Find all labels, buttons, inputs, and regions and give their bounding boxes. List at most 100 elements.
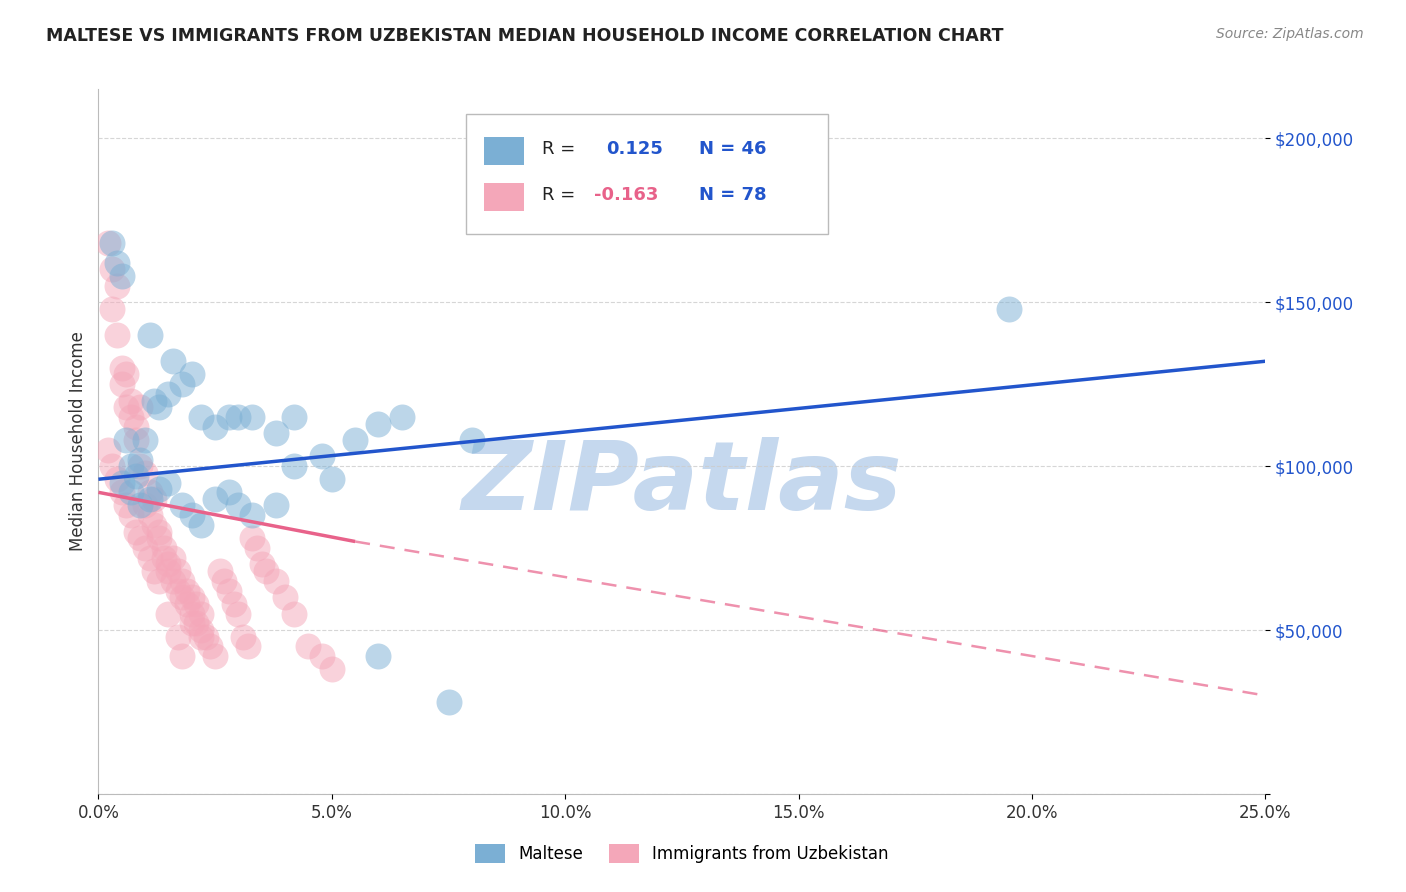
Point: [997, 301, 1019, 316]
Bar: [484, 136, 524, 165]
Point: [139, 491, 162, 506]
Point: [176, 583, 198, 598]
Point: [264, 574, 287, 588]
Point: [97, 236, 120, 251]
Point: [101, 301, 124, 316]
Point: [166, 564, 188, 578]
Point: [157, 387, 180, 401]
Point: [120, 508, 142, 523]
Point: [367, 649, 389, 664]
Point: [391, 409, 413, 424]
Point: [190, 630, 212, 644]
Point: [125, 524, 148, 539]
Point: [274, 591, 297, 605]
Text: Source: ZipAtlas.com: Source: ZipAtlas.com: [1216, 27, 1364, 41]
Point: [134, 466, 156, 480]
Point: [125, 469, 148, 483]
Point: [204, 491, 226, 506]
Point: [172, 377, 194, 392]
Point: [180, 508, 202, 523]
Point: [111, 268, 134, 283]
Point: [143, 518, 166, 533]
Point: [162, 574, 184, 588]
Point: [134, 499, 156, 513]
Point: [190, 409, 212, 424]
Point: [172, 649, 194, 664]
Point: [172, 591, 194, 605]
Point: [264, 426, 287, 441]
Point: [204, 649, 226, 664]
Point: [125, 433, 148, 447]
Point: [143, 491, 166, 506]
Point: [115, 499, 138, 513]
Point: [105, 472, 128, 486]
Text: 0.125: 0.125: [606, 140, 664, 158]
Point: [148, 531, 170, 545]
Point: [115, 433, 138, 447]
Point: [437, 695, 460, 709]
Text: -0.163: -0.163: [595, 186, 659, 204]
Point: [152, 541, 174, 555]
Point: [120, 485, 142, 500]
Point: [232, 630, 254, 644]
Point: [129, 531, 152, 545]
Point: [152, 550, 174, 565]
Point: [283, 409, 305, 424]
Point: [194, 630, 217, 644]
Point: [180, 368, 202, 382]
Point: [148, 524, 170, 539]
Point: [101, 262, 124, 277]
Text: MALTESE VS IMMIGRANTS FROM UZBEKISTAN MEDIAN HOUSEHOLD INCOME CORRELATION CHART: MALTESE VS IMMIGRANTS FROM UZBEKISTAN ME…: [46, 27, 1004, 45]
Point: [344, 433, 367, 447]
Point: [256, 564, 278, 578]
Point: [148, 482, 170, 496]
Point: [162, 354, 184, 368]
Point: [172, 499, 194, 513]
Point: [297, 640, 319, 654]
Point: [228, 409, 250, 424]
Point: [190, 518, 212, 533]
Point: [157, 475, 180, 490]
Text: R =: R =: [541, 186, 581, 204]
Point: [148, 400, 170, 414]
Point: [222, 597, 245, 611]
Point: [186, 597, 208, 611]
Point: [242, 531, 264, 545]
Point: [321, 472, 343, 486]
Point: [283, 459, 305, 474]
Point: [311, 649, 333, 664]
Point: [218, 583, 240, 598]
Point: [246, 541, 269, 555]
Point: [172, 574, 194, 588]
Text: N = 78: N = 78: [699, 186, 768, 204]
Point: [236, 640, 259, 654]
Point: [228, 499, 250, 513]
Bar: [484, 183, 524, 211]
Point: [120, 459, 142, 474]
Point: [186, 616, 208, 631]
Point: [134, 433, 156, 447]
Point: [166, 630, 188, 644]
Point: [311, 450, 333, 464]
Point: [134, 541, 156, 555]
Point: [120, 409, 142, 424]
Point: [180, 591, 202, 605]
Point: [180, 607, 202, 621]
Point: [105, 278, 128, 293]
Point: [143, 564, 166, 578]
Point: [111, 377, 134, 392]
Text: R =: R =: [541, 140, 581, 158]
Point: [162, 550, 184, 565]
Point: [242, 508, 264, 523]
Point: [204, 419, 226, 434]
Point: [264, 499, 287, 513]
Point: [101, 459, 124, 474]
Point: [139, 508, 162, 523]
Point: [321, 662, 343, 676]
Point: [129, 400, 152, 414]
Point: [180, 616, 202, 631]
Point: [283, 607, 305, 621]
Point: [129, 452, 152, 467]
Point: [111, 485, 134, 500]
Point: [166, 583, 188, 598]
